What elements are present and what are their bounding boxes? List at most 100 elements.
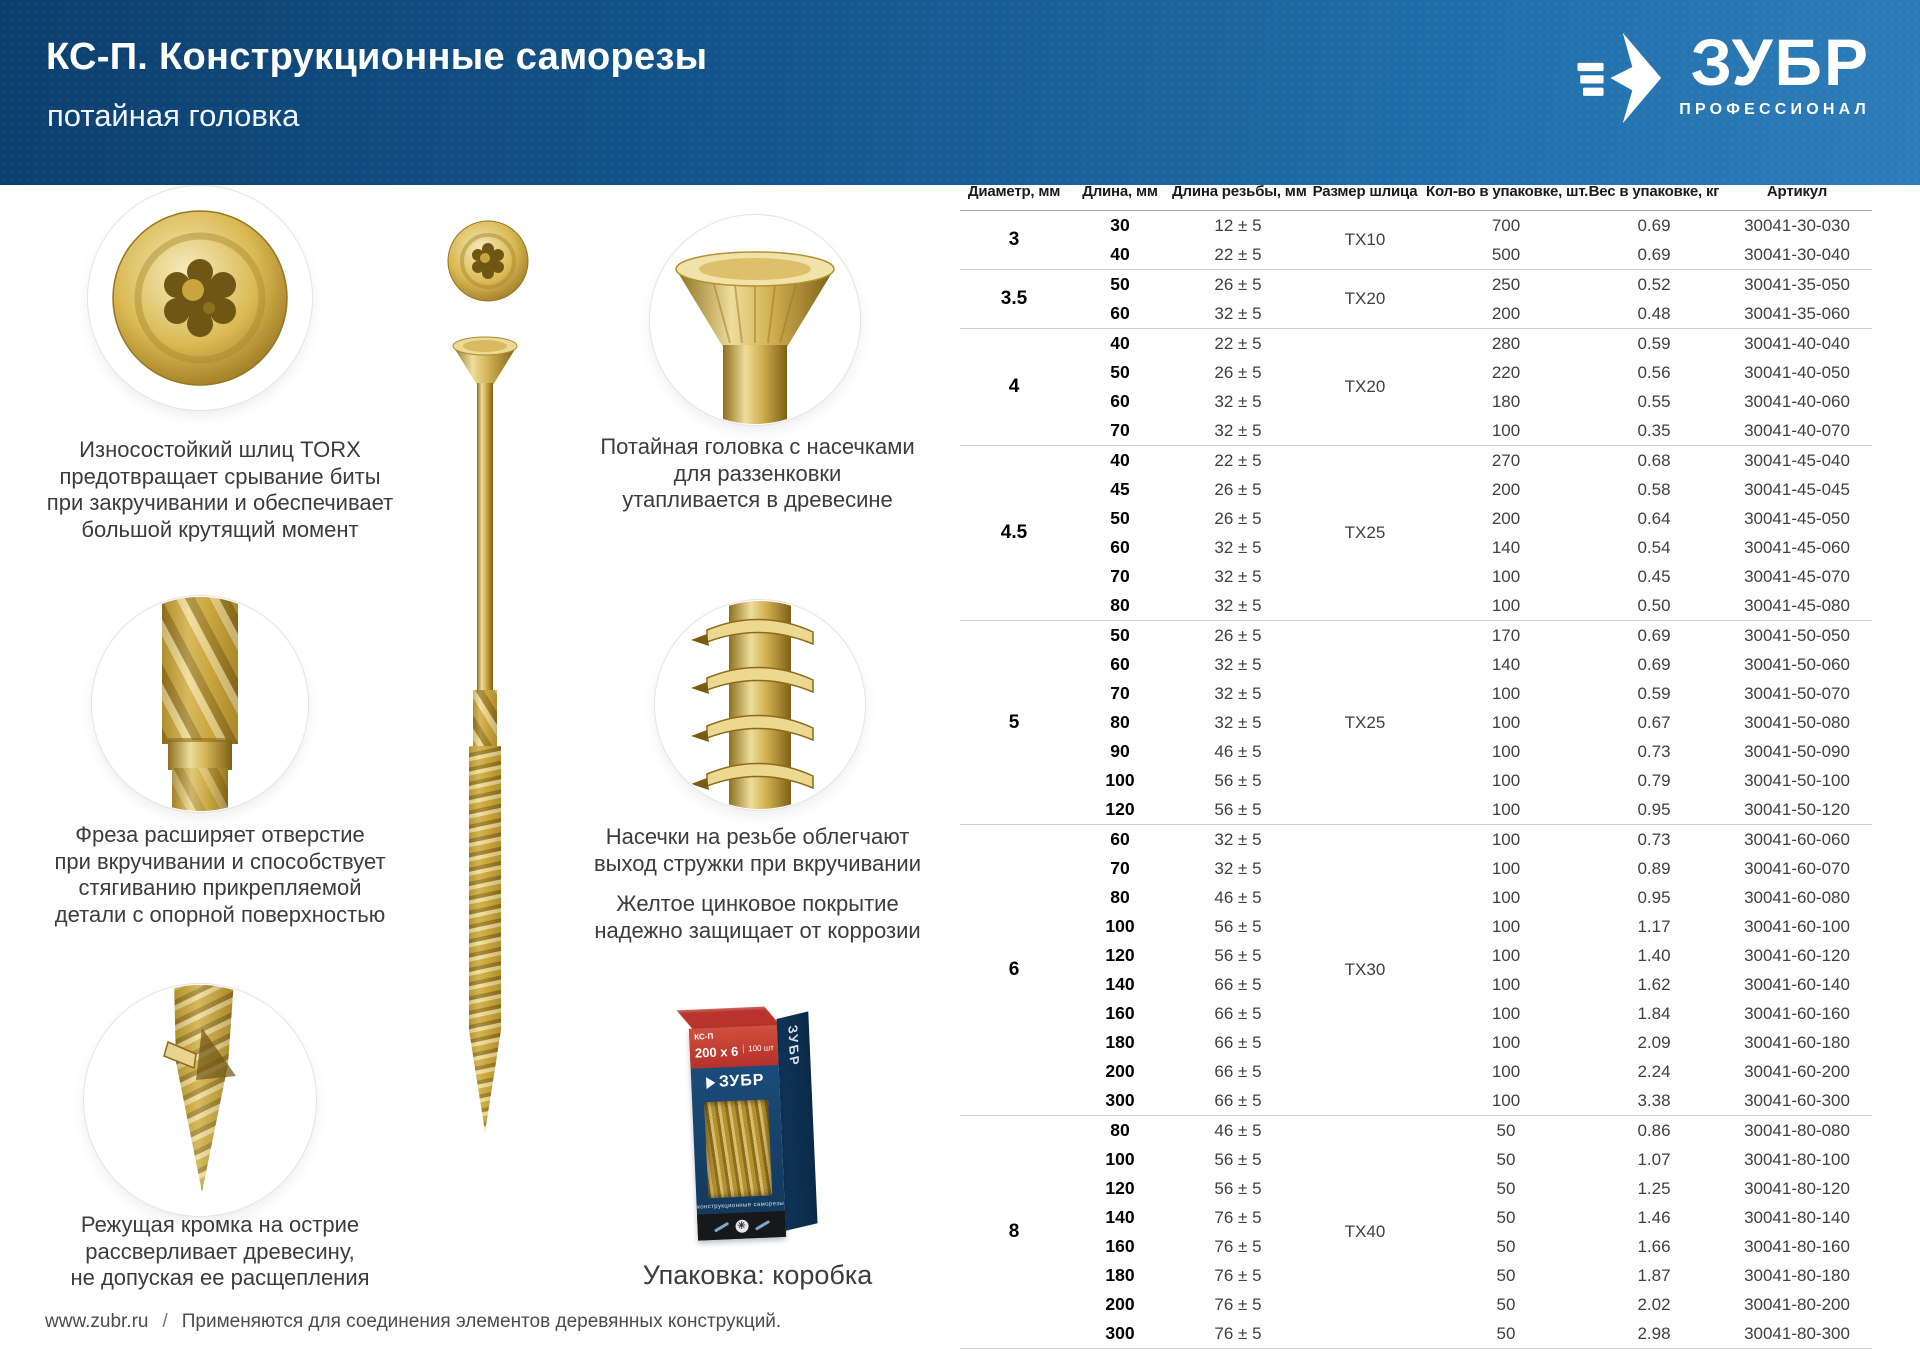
thread-length-cell: 32 ± 5 (1172, 299, 1304, 329)
article-cell: 30041-60-180 (1744, 1032, 1850, 1052)
thread-length-cell: 56 ± 5 (1172, 795, 1304, 825)
tx-size-cell: TX20 (1304, 328, 1426, 446)
brand-name: ЗУБР (1690, 25, 1870, 99)
weight-cell: 0.64 (1637, 508, 1671, 528)
thread-length-cell: 26 ± 5 (1214, 479, 1262, 499)
spec-row: 140 66 ± 5 100 1.62 30041-60-140 (960, 970, 1872, 999)
tx-size-cell: TX40 (1304, 1115, 1426, 1349)
thread-length-cell: 46 ± 5 (1214, 1120, 1262, 1140)
thread-length-cell: 46 ± 5 (1214, 887, 1262, 907)
feature-text-line: не допуская ее расщепления (70, 1265, 370, 1290)
spec-row: 300 66 ± 5 100 3.38 30041-60-300 (960, 1086, 1872, 1116)
qty-cell: 100 (1491, 1032, 1521, 1052)
spec-row: 3.5 50 26 ± 5 TX20 250 0.52 30041-35-050 (960, 269, 1872, 329)
article-cell: 30041-60-080 (1744, 887, 1850, 907)
weight-cell: 1.66 (1637, 1236, 1671, 1256)
qty-cell: 50 (1496, 1236, 1516, 1256)
feature-text-tip: Режущая кромка на острие рассверливает др… (25, 1212, 415, 1292)
article-cell: 30041-80-160 (1744, 1236, 1850, 1256)
weight-cell: 0.48 (1586, 299, 1722, 329)
article-cell: 30041-50-120 (1722, 795, 1872, 825)
feature-text-line: надежно защищает от коррозии (594, 917, 921, 943)
package-window-screws (704, 1099, 773, 1199)
weight-cell: 0.45 (1637, 566, 1671, 586)
column-header: Вес в упаковке, кг (1586, 172, 1722, 211)
qty-cell: 250 (1491, 274, 1521, 294)
spec-row: 120 56 ± 5 100 0.95 30041-50-120 (960, 795, 1872, 825)
length-cell: 60 (1110, 654, 1130, 674)
thread-length-cell: 32 ± 5 (1172, 591, 1304, 621)
qty-cell: 50 (1496, 1120, 1516, 1140)
thread-length-cell: 32 ± 5 (1214, 858, 1262, 878)
spec-row: 180 76 ± 5 50 1.87 30041-80-180 (960, 1261, 1872, 1290)
spec-row: 6 60 32 ± 5 TX30 100 0.73 30041-60-060 (960, 824, 1872, 1116)
qty-cell: 50 (1426, 1319, 1586, 1349)
feature-text-line: при вкручивании и способствует (54, 848, 386, 874)
article-cell: 30041-60-200 (1744, 1061, 1850, 1081)
feature-text-line: Желтое цинковое покрытие (616, 891, 899, 916)
brand-logo: ЗУБР ПРОФЕССИОНАЛ (1577, 25, 1870, 126)
feature-text-line: выход стружки при вкручивании (593, 850, 921, 876)
spec-row: 80 32 ± 5 100 0.50 30041-45-080 (960, 591, 1872, 621)
qty-cell: 50 (1496, 1265, 1516, 1285)
length-cell: 80 (1110, 712, 1130, 732)
article-cell: 30041-60-070 (1744, 858, 1850, 878)
length-cell: 140 (1105, 974, 1135, 994)
thread-length-cell: 32 ± 5 (1214, 566, 1262, 586)
article-cell: 30041-50-100 (1744, 770, 1850, 790)
spec-row: 45 26 ± 5 200 0.58 30041-45-045 (960, 475, 1872, 504)
weight-cell: 0.69 (1586, 240, 1722, 270)
spec-row: 70 32 ± 5 100 0.35 30041-40-070 (960, 416, 1872, 446)
weight-cell: 0.58 (1637, 479, 1671, 499)
article-cell: 30041-80-080 (1744, 1120, 1850, 1140)
spec-row: 100 56 ± 5 100 0.79 30041-50-100 (960, 766, 1872, 795)
photo-torx-head-top (88, 186, 312, 410)
thread-length-cell: 56 ± 5 (1214, 1149, 1262, 1169)
article-cell: 30041-50-060 (1744, 654, 1850, 674)
package-brand-row: ЗУБР (691, 1071, 780, 1093)
feature-text-line: при закручивании и обеспечивает (46, 490, 394, 515)
article-cell: 30041-40-060 (1744, 391, 1850, 411)
length-cell: 120 (1105, 1178, 1135, 1198)
spec-row: 4 40 22 ± 5 TX20 280 0.59 30041-40-040 (960, 328, 1872, 446)
screw-glyph-icon (713, 1221, 729, 1232)
article-cell: 30041-45-060 (1744, 537, 1850, 557)
thread-length-cell: 56 ± 5 (1214, 1178, 1262, 1198)
footer-separator: / (162, 1311, 168, 1332)
qty-cell: 100 (1491, 1061, 1521, 1081)
feature-text-line: большой крутящий момент (81, 516, 359, 542)
length-cell: 300 (1068, 1086, 1172, 1116)
spec-row: 180 66 ± 5 100 2.09 30041-60-180 (960, 1028, 1872, 1057)
weight-cell: 0.69 (1637, 625, 1671, 645)
length-cell: 200 (1105, 1061, 1135, 1081)
spec-row: 120 56 ± 5 50 1.25 30041-80-120 (960, 1174, 1872, 1203)
screw-tip-illustration (85, 985, 315, 1215)
weight-cell: 2.02 (1637, 1294, 1671, 1314)
package-size-label: 200 х 6 (694, 1043, 739, 1061)
length-cell: 180 (1105, 1265, 1135, 1285)
length-cell: 100 (1105, 916, 1135, 936)
weight-cell: 1.17 (1637, 916, 1671, 936)
thread-length-cell: 32 ± 5 (1172, 416, 1304, 446)
spec-row: 40 22 ± 5 500 0.69 30041-30-040 (960, 240, 1872, 270)
brand-text: ЗУБР ПРОФЕССИОНАЛ (1679, 25, 1870, 126)
qty-cell: 500 (1426, 240, 1586, 270)
qty-cell: 100 (1491, 858, 1521, 878)
photo-long-screw (440, 330, 530, 1140)
length-cell: 80 (1110, 887, 1130, 907)
qty-cell: 700 (1491, 215, 1521, 235)
length-cell: 100 (1105, 1149, 1135, 1169)
tx-size-cell: TX10 (1304, 210, 1426, 270)
length-cell: 60 (1110, 829, 1130, 849)
column-header: Длина резьбы, мм (1172, 172, 1307, 211)
article-cell: 30041-45-045 (1744, 479, 1850, 499)
thread-length-cell: 26 ± 5 (1214, 625, 1262, 645)
weight-cell: 0.50 (1586, 591, 1722, 621)
thread-length-cell: 22 ± 5 (1214, 333, 1262, 353)
weight-cell: 3.38 (1586, 1086, 1722, 1116)
package-box-photo: ЗУБР КС-П 200 х 6 100 шт ЗУБР конструкци… (676, 997, 824, 1244)
spec-row: 70 32 ± 5 100 0.59 30041-50-070 (960, 679, 1872, 708)
thread-length-cell: 76 ± 5 (1172, 1319, 1304, 1349)
zubr-arrow-icon (1577, 32, 1662, 124)
thread-length-cell: 56 ± 5 (1214, 945, 1262, 965)
